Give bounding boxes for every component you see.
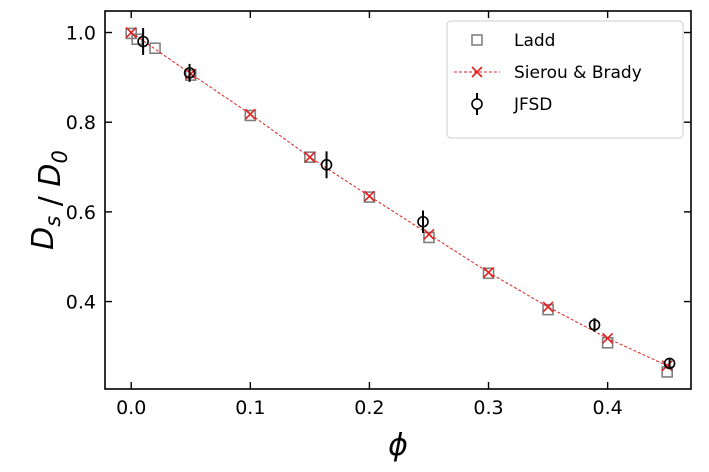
marker-stroke	[482, 266, 495, 278]
data-point	[244, 109, 257, 122]
x-tick-label: 0.0	[116, 397, 146, 419]
legend-label: JFSD	[513, 95, 552, 115]
y-label-symbol: D	[33, 164, 68, 187]
legend-item: Ladd	[471, 31, 555, 51]
marker-stroke	[542, 301, 554, 313]
legend: Ladd Sierou & Brady JFSD	[446, 20, 684, 139]
axis-labels: ϕDs / D0	[26, 150, 408, 463]
legend-label: Ladd	[514, 31, 555, 51]
marker-circle	[417, 215, 429, 228]
data-point	[363, 190, 375, 202]
data-point	[542, 301, 554, 313]
series-jfsd	[137, 28, 676, 370]
series-line	[130, 32, 668, 367]
marker-circle	[663, 357, 676, 370]
legend-box	[446, 20, 684, 139]
data-point	[304, 151, 316, 163]
y-label-separator: /	[33, 187, 68, 216]
legend-label: Sierou & Brady	[514, 63, 642, 83]
data-point	[363, 191, 376, 203]
data-point	[149, 42, 161, 55]
marker-circle	[320, 159, 333, 171]
data-point	[602, 332, 614, 344]
marker-stroke	[304, 151, 316, 163]
axis-ticks: 0.0 0.1 0.2 0.3 0.4 0.4 0.6 0.8 1.0	[66, 11, 691, 419]
y-tick-label: 0.8	[66, 112, 96, 134]
data-point	[588, 318, 601, 332]
data-point	[423, 228, 435, 240]
data-point	[183, 63, 196, 82]
y-tick-label: 1.0	[66, 23, 96, 45]
legend-item: JFSD	[471, 93, 552, 115]
data-point	[137, 28, 149, 55]
data-point	[125, 26, 137, 39]
series-layer	[125, 26, 676, 378]
x-axis-label: ϕ	[388, 428, 408, 463]
data-point	[417, 210, 429, 233]
marker-stroke	[423, 228, 435, 240]
legend-marker	[471, 66, 483, 78]
y-axis-label: Ds / D0	[26, 150, 72, 250]
marker-stroke	[244, 108, 256, 120]
x-tick-label: 0.3	[473, 397, 503, 419]
legend-marker	[471, 98, 483, 110]
marker-stroke	[125, 26, 137, 39]
x-tick-label: 0.4	[593, 397, 623, 419]
marker-stroke	[363, 190, 375, 202]
data-point	[125, 27, 138, 40]
marker-circle	[588, 319, 601, 331]
data-point	[320, 151, 333, 179]
y-label-symbol: D	[26, 227, 61, 250]
legend-marker	[471, 34, 483, 46]
y-tick-label: 0.4	[66, 292, 96, 314]
y-tick-label: 0.6	[66, 202, 96, 224]
y-label-subscript: s	[41, 216, 65, 227]
data-point	[482, 267, 495, 280]
data-point	[542, 303, 554, 316]
marker-circle	[137, 35, 149, 48]
data-point	[661, 360, 673, 372]
x-tick-label: 0.2	[354, 397, 384, 419]
data-point	[244, 108, 256, 120]
x-tick-label: 0.1	[235, 397, 265, 419]
data-point	[304, 151, 316, 163]
marker-circle	[183, 67, 196, 79]
legend-item: Sierou & Brady	[454, 63, 642, 83]
y-label-subscript: 0	[48, 150, 72, 163]
data-point	[482, 266, 495, 278]
plot-frame	[104, 10, 692, 390]
marker-stroke	[602, 332, 614, 344]
data-point	[663, 357, 676, 370]
